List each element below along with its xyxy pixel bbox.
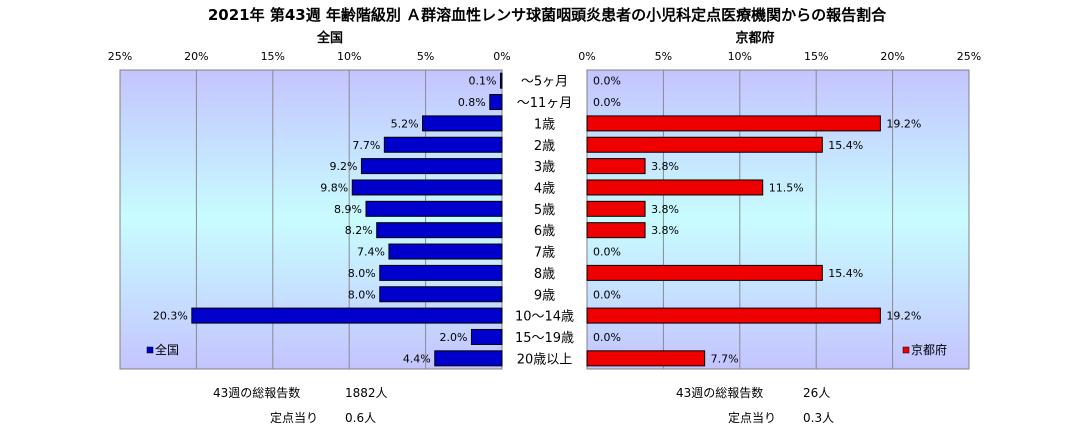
bar-kyoto: [586, 158, 646, 175]
right-tick-label: 5%: [655, 50, 672, 63]
category-label: 4歳: [534, 181, 555, 196]
left-tick-label: 5%: [417, 50, 434, 63]
data-label-kyoto: 0.0%: [593, 75, 621, 88]
bar-national: [379, 264, 503, 281]
legend-label-national: 全国: [155, 342, 179, 357]
kyoto-per-site-value: 0.3人: [803, 411, 835, 425]
data-label-national: 8.0%: [348, 267, 376, 280]
kyoto-per-site-label: 定点当り: [728, 411, 777, 425]
left-plot-area: [119, 69, 503, 370]
data-label-kyoto: 3.8%: [651, 224, 679, 237]
category-label: 15～19歳: [515, 331, 574, 346]
bar-kyoto: [586, 222, 646, 239]
right-tick-label: 25%: [957, 50, 981, 63]
national-total-label: 43週の総報告数: [213, 386, 301, 400]
data-label-kyoto: 7.7%: [711, 352, 739, 365]
data-label-kyoto: 3.8%: [651, 203, 679, 216]
kyoto-total-value: 26人: [803, 386, 831, 400]
data-label-kyoto: 15.4%: [828, 139, 863, 152]
bar-kyoto: [586, 307, 881, 324]
data-label-national: 2.0%: [439, 331, 467, 344]
left-tick-label: 20%: [184, 50, 208, 63]
bar-national: [191, 307, 503, 324]
data-label-kyoto: 0.0%: [593, 331, 621, 344]
data-label-national: 7.7%: [352, 139, 380, 152]
category-label: 5歳: [534, 203, 555, 218]
right-tick-label: 10%: [728, 50, 752, 63]
legend-swatch-kyoto: [902, 346, 910, 354]
data-label-kyoto: 0.0%: [593, 96, 621, 109]
bar-national: [470, 328, 503, 345]
left-series-title: 全国: [316, 30, 343, 46]
data-label-national: 4.4%: [403, 352, 431, 365]
bar-national: [499, 72, 503, 89]
category-label: 2歳: [534, 139, 555, 154]
bar-kyoto: [586, 136, 823, 153]
right-tick-label: 0%: [578, 50, 595, 63]
left-tick-label: 15%: [261, 50, 285, 63]
bar-national: [351, 179, 503, 196]
category-label: 3歳: [534, 160, 555, 175]
category-label: 1歳: [534, 117, 555, 132]
bar-national: [360, 158, 503, 175]
bar-national: [379, 286, 503, 303]
data-label-national: 8.2%: [345, 224, 373, 237]
bar-kyoto: [586, 200, 646, 217]
legend-label-kyoto: 京都府: [911, 342, 947, 357]
bar-kyoto: [586, 264, 823, 281]
chart-title: 2021年 第43週 年齢階級別 Ａ群溶血性レンサ球菌咽頭炎患者の小児科定点医療…: [208, 6, 887, 24]
bar-national: [388, 243, 503, 260]
data-label-kyoto: 19.2%: [886, 117, 921, 130]
category-label: 9歳: [534, 288, 555, 303]
data-label-national: 7.4%: [357, 246, 385, 259]
bar-national: [365, 200, 503, 217]
category-label: 7歳: [534, 246, 555, 261]
category-label: 20歳以上: [517, 352, 573, 367]
data-label-national: 8.0%: [348, 288, 376, 301]
data-label-kyoto: 19.2%: [886, 310, 921, 323]
national-per-site-value: 0.6人: [345, 411, 377, 425]
left-tick-label: 10%: [337, 50, 361, 63]
bar-national: [434, 350, 503, 367]
right-tick-label: 20%: [880, 50, 904, 63]
category-label: ～5ヶ月: [521, 75, 568, 90]
bar-national: [489, 94, 503, 111]
category-label: ～11ヶ月: [517, 96, 573, 111]
data-label-national: 8.9%: [334, 203, 362, 216]
legend-swatch-national: [146, 346, 154, 354]
data-label-national: 20.3%: [153, 310, 188, 323]
bar-kyoto: [586, 179, 764, 196]
data-label-kyoto: 15.4%: [828, 267, 863, 280]
data-label-national: 5.2%: [391, 117, 419, 130]
right-series-title: 京都府: [735, 30, 774, 46]
right-tick-label: 15%: [804, 50, 828, 63]
data-label-national: 9.8%: [320, 181, 348, 194]
data-label-national: 9.2%: [329, 160, 357, 173]
data-label-kyoto: 0.0%: [593, 246, 621, 259]
left-tick-label: 25%: [108, 50, 132, 63]
bar-national: [422, 115, 503, 132]
data-label-national: 0.8%: [458, 96, 486, 109]
bar-national: [383, 136, 503, 153]
bar-national: [376, 222, 503, 239]
national-total-value: 1882人: [345, 386, 388, 400]
right-plot-area: [586, 69, 970, 370]
category-label: 8歳: [534, 267, 555, 282]
national-per-site-label: 定点当り: [270, 411, 319, 425]
data-label-kyoto: 3.8%: [651, 160, 679, 173]
bar-kyoto: [586, 350, 706, 367]
left-tick-label: 0%: [493, 50, 510, 63]
data-label-kyoto: 0.0%: [593, 288, 621, 301]
data-label-national: 0.1%: [469, 75, 497, 88]
bar-kyoto: [586, 115, 881, 132]
category-label: 10～14歳: [515, 310, 574, 325]
category-label: 6歳: [534, 224, 555, 239]
kyoto-total-label: 43週の総報告数: [676, 386, 764, 400]
data-label-kyoto: 11.5%: [769, 181, 804, 194]
